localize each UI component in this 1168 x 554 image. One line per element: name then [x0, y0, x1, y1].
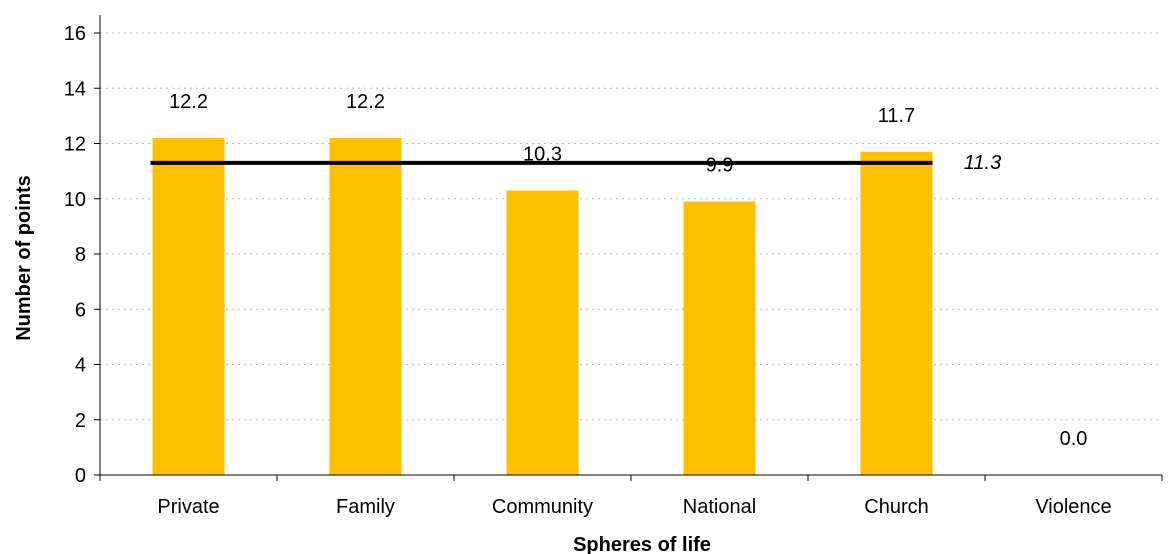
axes [94, 15, 1163, 481]
bar-community [506, 190, 579, 475]
bar-private [152, 137, 225, 475]
y-tick-label: 14 [64, 78, 86, 100]
value-label-national: 9.9 [706, 155, 734, 177]
bars [152, 137, 933, 475]
y-tick-label: 2 [75, 410, 86, 432]
y-tick-label: 10 [64, 189, 86, 211]
bar-church [860, 151, 933, 475]
value-label-community: 10.3 [523, 143, 562, 165]
value-label-church: 11.7 [878, 105, 915, 127]
value-label-private: 12.2 [169, 91, 208, 113]
bar-family [329, 137, 402, 475]
gridlines [100, 32, 1162, 421]
average-label: 11.3 [964, 152, 1001, 174]
x-tick-label-violence: Violence [1035, 496, 1111, 518]
x-axis-title: Spheres of life [573, 534, 711, 554]
y-tick-label: 8 [75, 244, 86, 266]
y-tick-label: 0 [75, 465, 86, 487]
value-label-violence: 0.0 [1060, 428, 1088, 450]
x-tick-label-national: National [683, 496, 756, 518]
y-tick-label: 4 [75, 355, 86, 377]
y-tick-label: 12 [64, 134, 86, 156]
x-tick-label-family: Family [336, 496, 395, 518]
y-axis-title: Number of points [13, 175, 35, 341]
value-label-family: 12.2 [346, 91, 385, 113]
bar-national [683, 201, 756, 475]
value-labels: 12.2 12.2 10.3 9.9 11.7 0.0 [169, 91, 1087, 450]
average-line-group: 11.3 [150, 152, 1001, 174]
x-tick-label-private: Private [157, 496, 219, 518]
x-tick-label-church: Church [864, 496, 928, 518]
y-tick-label: 16 [64, 23, 86, 45]
x-tick-labels: Private Family Community National Church Viol… [157, 496, 1111, 518]
x-tick-label-community: Community [492, 496, 593, 518]
y-tick-labels: 0 2 4 6 8 10 12 14 16 [64, 23, 86, 487]
y-tick-label: 6 [75, 299, 86, 321]
